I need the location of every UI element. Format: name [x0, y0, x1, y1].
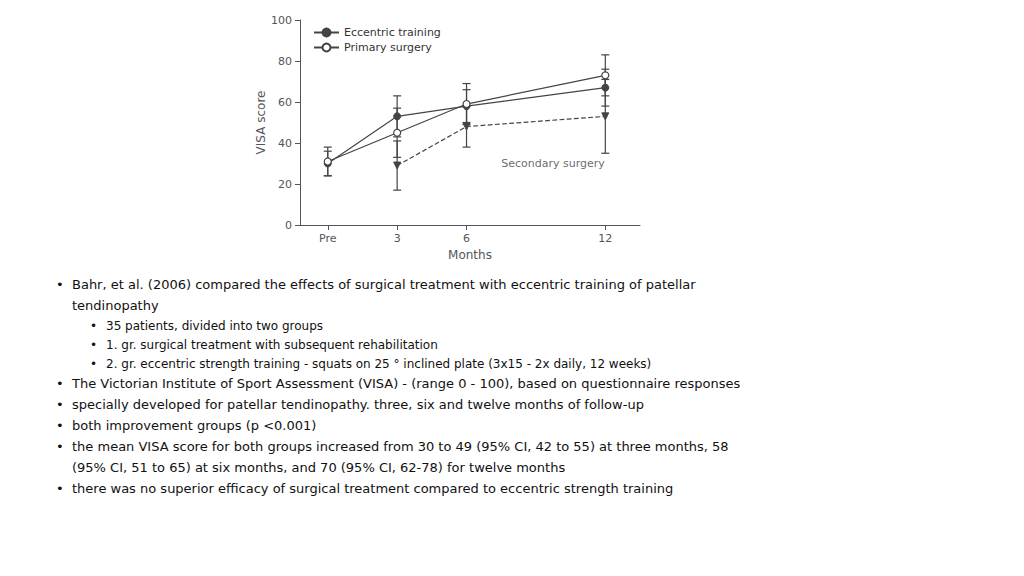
svg-text:•: • — [56, 277, 64, 292]
svg-text:20: 20 — [278, 178, 292, 191]
svg-text:Bahr, et al. (2006) compared t: Bahr, et al. (2006) compared the effects… — [72, 277, 696, 292]
svg-text:specially developed for patell: specially developed for patellar tendino… — [72, 397, 644, 412]
svg-text:35 patients, divided into two: 35 patients, divided into two groups — [106, 319, 323, 333]
svg-text:3: 3 — [394, 232, 401, 245]
svg-text:Eccentric training: Eccentric training — [344, 26, 441, 39]
svg-text:80: 80 — [278, 55, 292, 68]
svg-text:•: • — [56, 376, 64, 391]
svg-text:40: 40 — [278, 137, 292, 150]
svg-text:2. gr. eccentric strength trai: 2. gr. eccentric strength training - squ… — [106, 357, 651, 371]
svg-text:100: 100 — [271, 14, 292, 27]
svg-text:Months: Months — [448, 248, 492, 262]
svg-text:tendinopathy: tendinopathy — [72, 298, 159, 313]
svg-text:Primary surgery: Primary surgery — [344, 41, 432, 54]
svg-text:Pre: Pre — [319, 232, 337, 245]
svg-text:•: • — [90, 338, 97, 352]
svg-text:(95% CI, 51 to 65) at six mont: (95% CI, 51 to 65) at six months, and 70… — [72, 460, 565, 475]
svg-text:•: • — [90, 319, 97, 333]
svg-text:•: • — [56, 418, 64, 433]
svg-text:VISA score: VISA score — [254, 91, 268, 155]
svg-text:there was no superior efficacy: there was no superior efficacy of surgic… — [72, 481, 673, 496]
svg-text:both improvement groups (p <0.: both improvement groups (p <0.001) — [72, 418, 316, 433]
svg-text:•: • — [90, 357, 97, 371]
svg-text:•: • — [56, 481, 64, 496]
svg-text:The Victorian Institute of Spo: The Victorian Institute of Sport Assessm… — [71, 376, 740, 391]
svg-text:•: • — [56, 397, 64, 412]
svg-text:Secondary surgery: Secondary surgery — [501, 157, 605, 170]
svg-text:60: 60 — [278, 96, 292, 109]
svg-text:•: • — [56, 439, 64, 454]
svg-text:6: 6 — [463, 232, 470, 245]
svg-text:0: 0 — [285, 219, 292, 232]
svg-text:the mean VISA score for both g: the mean VISA score for both groups incr… — [72, 439, 729, 454]
svg-text:12: 12 — [598, 232, 612, 245]
svg-text:1. gr. surgical treatment with: 1. gr. surgical treatment with subsequen… — [106, 338, 438, 352]
